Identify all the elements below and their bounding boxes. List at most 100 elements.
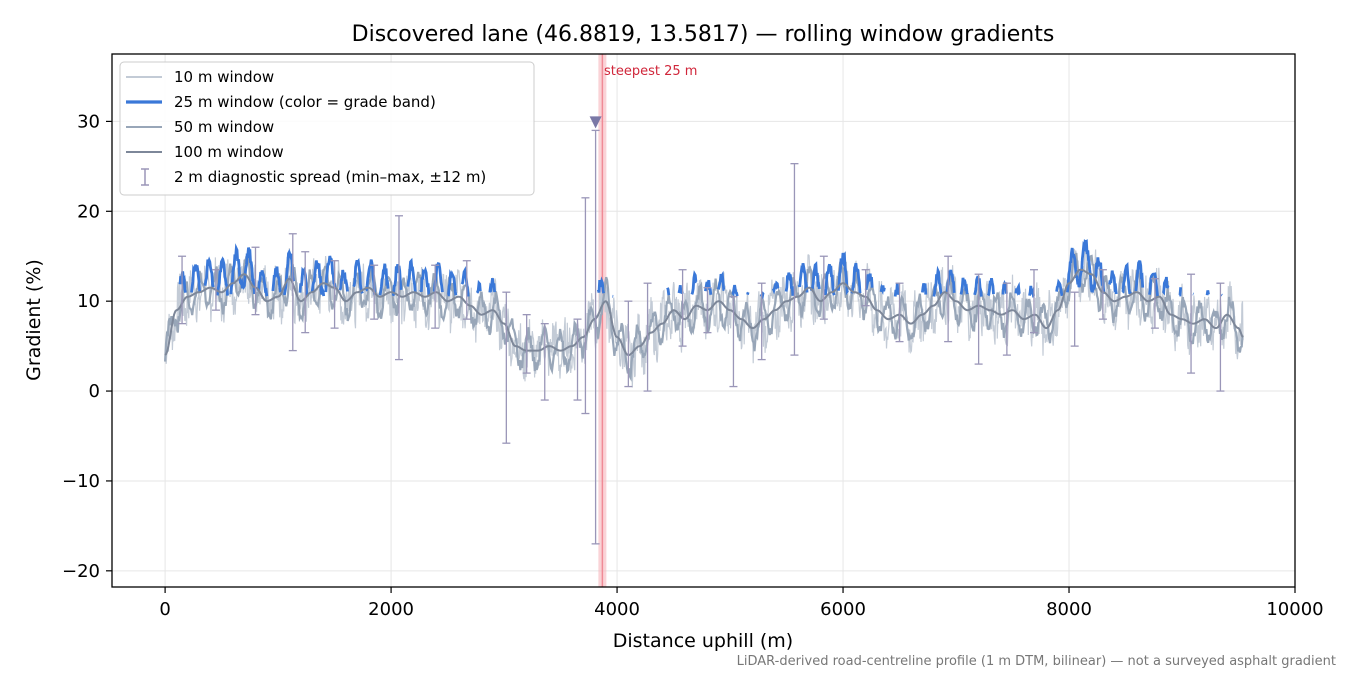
errorbar (729, 296, 738, 388)
series-25m-segment (1134, 260, 1145, 292)
y-tick-label: 10 (77, 291, 100, 312)
series-25m-segment (677, 284, 684, 295)
x-tick-label: 4000 (594, 599, 640, 620)
series-25m-segment (797, 263, 809, 293)
series-25m-segment (447, 269, 458, 297)
legend: 10 m window 25 m window (color = grade ba… (119, 61, 535, 196)
series-25m-segment (864, 273, 874, 291)
series-25m-segment (338, 269, 349, 292)
legend-label: 25 m window (color = grade band) (174, 93, 436, 111)
series-25m-segment (836, 251, 849, 296)
errorbar (301, 251, 310, 334)
errorbar (757, 282, 766, 361)
steepest-marker-triangle (589, 116, 602, 129)
errorbar (861, 269, 870, 307)
errorbar (643, 282, 652, 392)
series-25m-segment (879, 283, 886, 296)
series-25m-segment (746, 291, 750, 295)
series-25m-segment (959, 277, 969, 295)
series-25m-segment (771, 280, 780, 295)
series-25m-segment (1178, 287, 1183, 297)
series-25m-segment (271, 266, 282, 293)
series-25m-segment (475, 279, 482, 294)
errorbar (974, 273, 983, 365)
errorbar (703, 287, 712, 334)
errorbar (1150, 278, 1159, 329)
errorbar (819, 255, 828, 320)
legend-item: 10 m window (126, 68, 274, 86)
errorbar (678, 269, 687, 347)
series-25m-segment (850, 262, 862, 294)
series-25m-segment (784, 272, 795, 296)
series-25m-segment (215, 256, 229, 296)
series-25m-segment (596, 276, 606, 294)
series-25m-segment (690, 270, 698, 295)
series-25m-segment (229, 243, 256, 295)
series-25m-segment (1001, 279, 1008, 295)
series-25m-segment (1108, 270, 1118, 295)
steepest-marker (589, 116, 602, 129)
series-25m-segment (310, 260, 326, 297)
y-tick-label: 20 (77, 201, 100, 222)
x-tick-label: 8000 (1046, 599, 1092, 620)
chart-title: Discovered lane (46.8819, 13.5817) — rol… (352, 22, 1055, 47)
errorbar (790, 163, 799, 356)
series-25m-segment (1121, 262, 1132, 295)
errorbar (211, 269, 220, 311)
series-25m-segment (406, 257, 417, 293)
series-25m-segment (666, 287, 671, 296)
y-axis-ticks: −20 −10 0 10 20 30 (62, 111, 112, 582)
errorbar (540, 322, 549, 401)
legend-label: 10 m window (174, 68, 274, 86)
errorbar (502, 291, 511, 444)
y-tick-label: −20 (62, 561, 100, 582)
y-tick-label: −10 (62, 471, 100, 492)
legend-items: 10 m window 25 m window (color = grade ba… (126, 68, 486, 186)
errorbar (591, 129, 600, 545)
steepest-band (598, 54, 607, 587)
errorbar (1002, 282, 1011, 356)
legend-box (119, 61, 535, 196)
series-25m-segment (203, 256, 215, 288)
errorbar (895, 282, 904, 343)
diagnostic-spread-errorbars (178, 129, 1225, 545)
errorbar (178, 255, 187, 325)
y-axis-label: Gradient (%) (23, 259, 45, 381)
series-50m-window (164, 252, 1244, 382)
series-25m-segment (986, 277, 995, 297)
series-100m-window (164, 268, 1244, 357)
x-tick-label: 2000 (368, 599, 414, 620)
x-tick-label: 0 (159, 599, 170, 620)
series-25m-segment (324, 255, 337, 293)
errorbar (1098, 269, 1107, 320)
x-axis-label: Distance uphill (m) (613, 630, 793, 652)
series-25m-segment (488, 278, 496, 293)
plot-frame (111, 53, 1296, 588)
errorbar (624, 300, 633, 388)
series-25m-window (178, 239, 1223, 300)
series-25m-segment (716, 270, 726, 291)
series-25m-segment (1161, 276, 1170, 296)
series-25m-segment (1220, 293, 1223, 297)
series-25m-segment (824, 263, 836, 296)
errorbar (944, 255, 953, 343)
series-25m-segment (1066, 239, 1106, 294)
legend-item: 25 m window (color = grade band) (126, 93, 436, 111)
series-25m-segment (391, 263, 403, 297)
footer-note: LiDAR-derived road-centreline profile (1… (737, 654, 1336, 669)
errorbar (394, 215, 403, 361)
errorbar (462, 260, 471, 320)
errorbar (330, 260, 339, 329)
series-25m-segment (352, 258, 364, 294)
legend-item: 2 m diagnostic spread (min–max, ±12 m) (141, 168, 486, 186)
series-25m-segment (731, 284, 739, 297)
series-25m-segment (419, 266, 431, 296)
x-tick-label: 6000 (820, 599, 866, 620)
errorbar (1187, 273, 1196, 374)
errorbar (370, 264, 379, 320)
series-25m-segment (1205, 290, 1210, 296)
x-axis-ticks: 0 2000 4000 6000 8000 10000 (159, 587, 1324, 620)
errorbar (1029, 269, 1038, 334)
errorbar (1070, 291, 1079, 347)
